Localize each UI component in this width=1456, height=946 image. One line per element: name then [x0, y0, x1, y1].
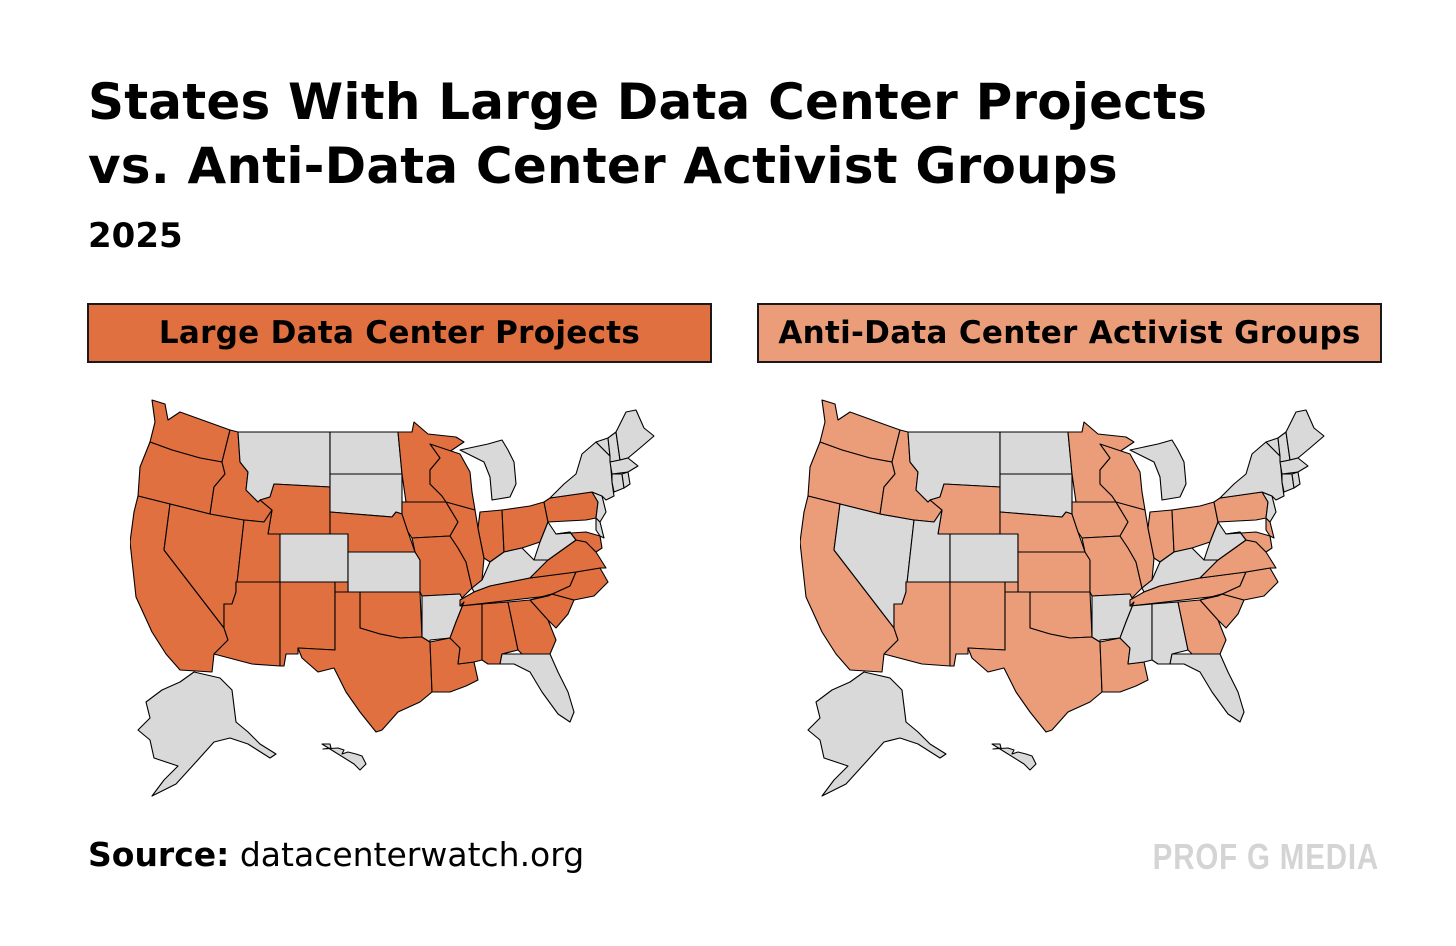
state-il	[1115, 501, 1155, 589]
state-ne	[999, 511, 1086, 553]
source-label: Source:	[88, 835, 230, 874]
state-ri	[621, 471, 631, 489]
state-ak	[137, 671, 277, 797]
state-me	[1285, 409, 1325, 461]
state-hi	[321, 743, 367, 771]
state-mi	[1129, 439, 1187, 501]
state-fl	[487, 653, 575, 723]
us-map-svg	[800, 399, 1325, 797]
state-tx	[297, 591, 433, 733]
us-map-activists	[800, 392, 1360, 802]
state-ct	[611, 473, 625, 493]
state-me	[615, 409, 655, 461]
brand-watermark: PROF G MEDIA	[1152, 836, 1379, 877]
state-ms	[1119, 601, 1153, 665]
panel-label-activists: Anti-Data Center Activist Groups	[757, 303, 1382, 363]
us-map-svg	[130, 399, 655, 797]
state-ct	[1281, 473, 1295, 493]
state-co	[279, 533, 349, 583]
state-ks	[1017, 551, 1091, 593]
state-il	[445, 501, 485, 589]
state-ak	[807, 671, 947, 797]
state-md	[1225, 531, 1273, 553]
state-nc	[529, 567, 609, 601]
source-value: datacenterwatch.org	[239, 835, 585, 874]
state-nc	[1199, 567, 1279, 601]
title-line-2: vs. Anti-Data Center Activist Groups	[88, 137, 1118, 195]
state-fl	[1157, 653, 1245, 723]
state-co	[949, 533, 1019, 583]
us-map-projects	[130, 392, 690, 802]
state-mi	[459, 439, 517, 501]
chart-title: States With Large Data Center Projects v…	[88, 70, 1388, 198]
title-line-1: States With Large Data Center Projects	[88, 73, 1208, 131]
state-sd	[329, 473, 403, 518]
panel-label-projects: Large Data Center Projects	[87, 303, 712, 363]
state-nd	[329, 431, 403, 475]
state-ks	[347, 551, 421, 593]
state-nd	[999, 431, 1073, 475]
state-ne	[329, 511, 416, 553]
source-note: Source: datacenterwatch.org	[88, 833, 584, 877]
state-sd	[999, 473, 1073, 518]
state-ri	[1291, 471, 1301, 489]
state-tx	[967, 591, 1103, 733]
chart-subtitle: 2025	[88, 216, 183, 256]
state-ms	[449, 601, 483, 665]
state-hi	[991, 743, 1037, 771]
state-md	[555, 531, 603, 553]
